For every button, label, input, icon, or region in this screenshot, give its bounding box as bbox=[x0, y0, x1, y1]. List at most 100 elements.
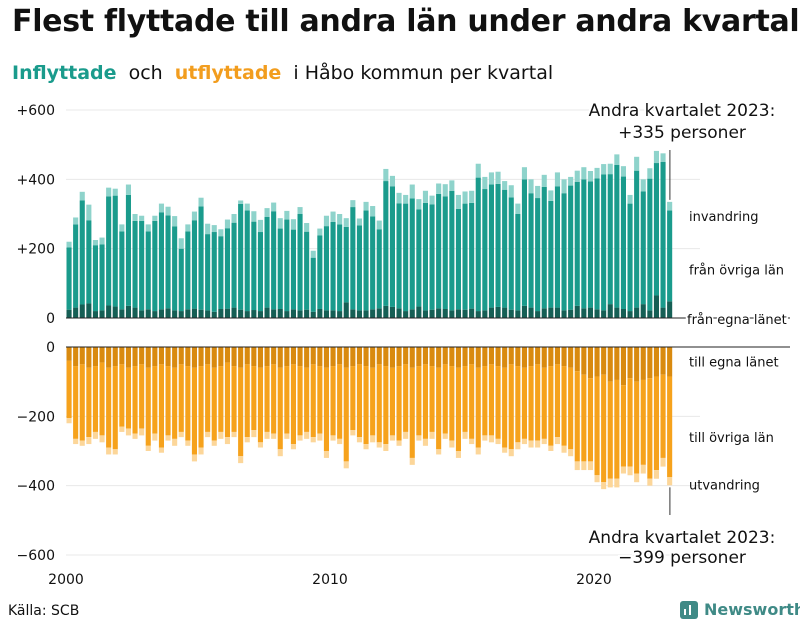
bar-in-egna bbox=[495, 306, 501, 318]
bar-in-egna bbox=[106, 305, 112, 318]
bar-out-utvandring bbox=[310, 437, 316, 443]
bar-in-invandring bbox=[482, 176, 488, 190]
bar-out-ovriga bbox=[436, 367, 442, 450]
bar-out-ovriga bbox=[667, 376, 673, 477]
bar-out-ovriga bbox=[112, 366, 118, 450]
bar-in-invandring bbox=[541, 174, 547, 187]
bar-in-egna bbox=[508, 309, 514, 318]
bar-out-egna bbox=[264, 347, 270, 367]
bar-in-invandring bbox=[92, 240, 98, 246]
bar-in-ovriga bbox=[145, 231, 151, 310]
bar-out-egna bbox=[343, 347, 349, 368]
bar-out-ovriga bbox=[251, 366, 257, 431]
bar-out-utvandring bbox=[152, 433, 158, 441]
bar-in-ovriga bbox=[198, 206, 204, 310]
bar-in-invandring bbox=[383, 168, 389, 182]
bar-in-invandring bbox=[297, 207, 303, 214]
bar-in-invandring bbox=[99, 237, 105, 245]
bar-in-invandring bbox=[528, 179, 534, 194]
bar-out-ovriga bbox=[515, 366, 521, 443]
bar-out-ovriga bbox=[317, 366, 323, 434]
x-tick-label: 2020 bbox=[576, 572, 612, 588]
bar-out-utvandring bbox=[211, 440, 217, 446]
bar-out-ovriga bbox=[528, 366, 534, 441]
bar-in-egna bbox=[304, 309, 310, 318]
bar-in-egna bbox=[429, 309, 435, 318]
bar-out-ovriga bbox=[363, 366, 369, 445]
chart-subtitle: Inflyttade och utflyttade i Håbo kommun … bbox=[12, 62, 559, 84]
bar-in-ovriga bbox=[139, 220, 145, 311]
bar-in-invandring bbox=[442, 184, 448, 197]
bar-in-egna bbox=[185, 309, 191, 318]
bar-out-egna bbox=[86, 347, 92, 368]
bar-in-ovriga bbox=[601, 174, 607, 311]
bar-out-egna bbox=[310, 347, 316, 365]
bar-in-egna bbox=[165, 308, 171, 318]
bar-in-invandring bbox=[264, 208, 270, 217]
bar-in-egna bbox=[640, 304, 646, 318]
bar-out-ovriga bbox=[158, 364, 164, 448]
bar-out-ovriga bbox=[119, 364, 125, 427]
bar-in-ovriga bbox=[396, 203, 402, 309]
bar-out-utvandring bbox=[396, 440, 402, 446]
bar-in-egna bbox=[554, 307, 560, 318]
bar-out-egna bbox=[521, 347, 527, 368]
bar-out-utvandring bbox=[422, 438, 428, 446]
bar-in-invandring bbox=[469, 190, 475, 203]
bar-in-ovriga bbox=[541, 186, 547, 309]
bar-in-ovriga bbox=[257, 232, 263, 312]
bar-out-utvandring bbox=[185, 440, 191, 446]
bar-in-invandring bbox=[343, 218, 349, 227]
bar-out-utvandring bbox=[449, 440, 455, 448]
bar-out-egna bbox=[422, 347, 428, 365]
bottom-y-tick-label: −400 bbox=[17, 479, 55, 495]
bar-out-egna bbox=[290, 347, 296, 365]
annotation-bottom-line2: −399 personer bbox=[618, 548, 746, 568]
bar-in-egna bbox=[271, 309, 277, 318]
bar-out-egna bbox=[462, 347, 468, 367]
bar-in-ovriga bbox=[337, 224, 343, 312]
bar-out-egna bbox=[106, 347, 112, 368]
label-fran-ovriga-lan: från övriga län bbox=[689, 264, 784, 279]
bar-out-ovriga bbox=[614, 379, 620, 479]
bar-in-invandring bbox=[356, 218, 362, 226]
bar-out-utvandring bbox=[508, 449, 514, 457]
bar-in-invandring bbox=[224, 219, 230, 229]
bar-out-egna bbox=[647, 347, 653, 379]
bar-out-utvandring bbox=[574, 461, 580, 471]
bar-out-utvandring bbox=[376, 442, 382, 448]
top-y-tick-label: 0 bbox=[46, 311, 55, 327]
bar-in-invandring bbox=[125, 184, 131, 195]
bar-out-utvandring bbox=[515, 442, 521, 450]
bar-in-ovriga bbox=[211, 232, 217, 312]
bar-in-invandring bbox=[277, 218, 283, 229]
bar-out-utvandring bbox=[251, 430, 257, 438]
bar-out-utvandring bbox=[132, 433, 138, 439]
bar-in-invandring bbox=[535, 185, 541, 199]
bar-out-utvandring bbox=[257, 442, 263, 448]
bar-in-invandring bbox=[211, 225, 217, 233]
bar-in-invandring bbox=[653, 150, 659, 164]
bar-out-egna bbox=[92, 347, 98, 367]
bar-out-ovriga bbox=[409, 367, 415, 458]
bar-out-egna bbox=[244, 347, 250, 365]
bar-in-ovriga bbox=[218, 236, 224, 309]
bar-out-ovriga bbox=[191, 367, 197, 455]
bar-out-egna bbox=[502, 347, 508, 368]
bar-out-ovriga bbox=[244, 364, 250, 438]
bar-in-ovriga bbox=[502, 189, 508, 308]
bar-in-ovriga bbox=[568, 185, 574, 310]
bar-in-ovriga bbox=[224, 228, 230, 309]
bottom-y-tick-label: −200 bbox=[17, 409, 55, 425]
bar-in-invandring bbox=[165, 206, 171, 216]
bar-in-invandring bbox=[502, 181, 508, 190]
bar-out-egna bbox=[132, 347, 138, 367]
bar-in-invandring bbox=[462, 191, 468, 204]
bar-in-egna bbox=[647, 310, 653, 318]
bar-out-egna bbox=[363, 347, 369, 367]
bar-in-ovriga bbox=[343, 226, 349, 303]
bar-in-ovriga bbox=[86, 220, 92, 304]
bar-out-egna bbox=[442, 347, 448, 365]
bar-in-ovriga bbox=[205, 234, 211, 311]
bar-out-egna bbox=[568, 347, 574, 368]
